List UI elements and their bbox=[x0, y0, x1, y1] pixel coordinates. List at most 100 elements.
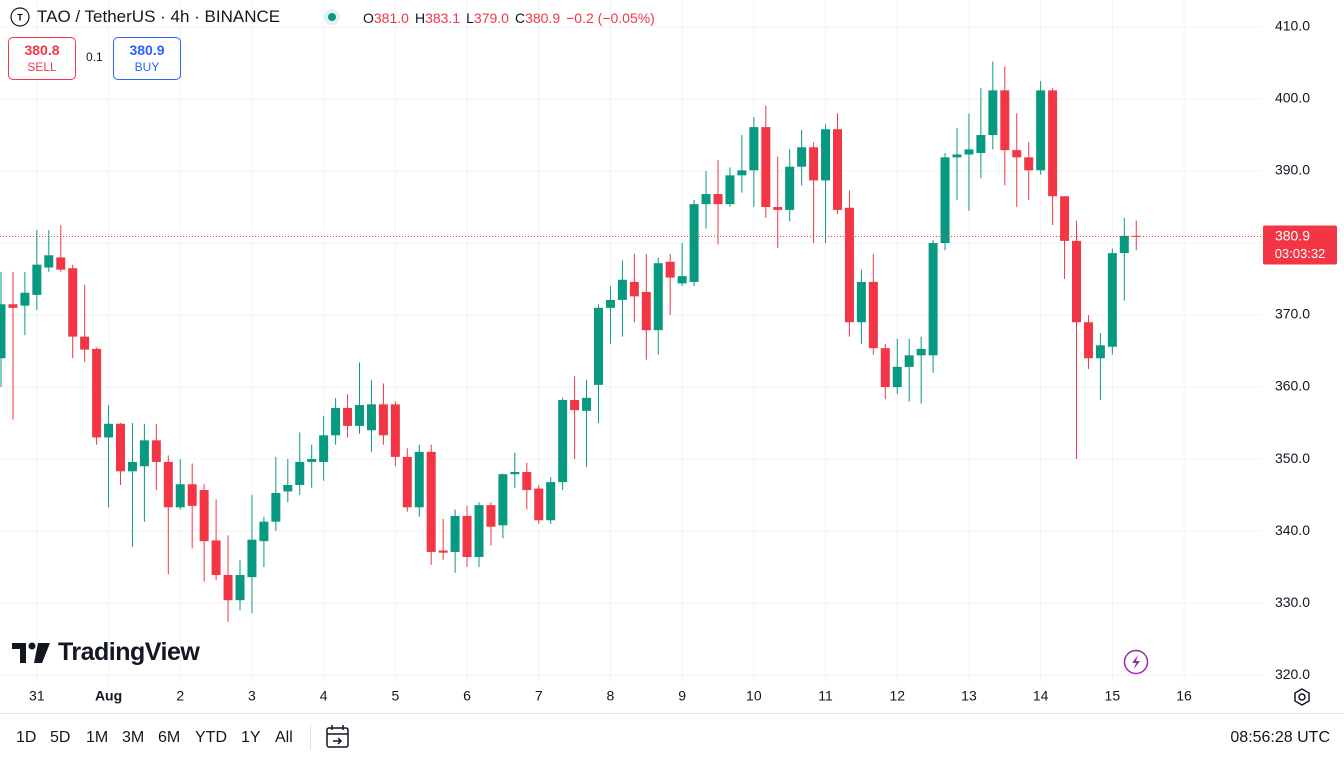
candle-body bbox=[594, 307, 603, 385]
candle-body bbox=[785, 166, 795, 210]
symbol-icon: T bbox=[10, 7, 30, 27]
ohlc-value: 381.0 bbox=[373, 10, 409, 26]
candle-body bbox=[617, 279, 627, 300]
candle-body bbox=[426, 451, 436, 552]
candle-body bbox=[247, 539, 257, 578]
candle-body bbox=[725, 175, 735, 205]
candle-body bbox=[689, 204, 699, 282]
candle-body bbox=[629, 281, 639, 297]
x-tick-label: 4 bbox=[320, 688, 328, 704]
candle-body bbox=[510, 472, 520, 475]
range-button[interactable]: 1Y bbox=[241, 729, 261, 746]
candle-body bbox=[139, 440, 149, 467]
candle-body bbox=[68, 268, 78, 337]
candle-body bbox=[605, 299, 615, 308]
candle-body bbox=[80, 336, 90, 350]
ohlc-key: H bbox=[414, 10, 426, 26]
x-tick-label: 10 bbox=[746, 688, 762, 704]
x-tick-label: 3 bbox=[248, 688, 256, 704]
y-tick-label: 390.0 bbox=[1275, 162, 1310, 178]
candle-body bbox=[773, 207, 783, 210]
candle-body bbox=[20, 292, 30, 306]
candle-body bbox=[259, 521, 269, 542]
last-price-label: 380.9 bbox=[1275, 227, 1310, 243]
candle-body bbox=[211, 540, 221, 575]
candle-body bbox=[1000, 90, 1010, 151]
candle-body bbox=[1095, 345, 1105, 359]
range-button[interactable]: 1M bbox=[86, 729, 109, 746]
candle-body bbox=[390, 404, 400, 457]
candle-body bbox=[522, 472, 532, 491]
clock[interactable]: 08:56:28 UTC bbox=[1230, 729, 1330, 746]
candle-body bbox=[104, 423, 114, 438]
candle-body bbox=[116, 423, 125, 472]
alert-icon[interactable] bbox=[1123, 649, 1149, 675]
range-button[interactable]: 1D bbox=[16, 729, 37, 746]
sell-button[interactable]: 380.8 SELL bbox=[8, 37, 76, 80]
candle-body bbox=[940, 157, 950, 244]
candle-body bbox=[1012, 150, 1022, 158]
x-tick-label: 8 bbox=[607, 688, 615, 704]
candle-body bbox=[366, 404, 376, 431]
y-tick-label: 370.0 bbox=[1275, 306, 1310, 322]
y-tick-label: 410.0 bbox=[1275, 18, 1310, 34]
x-tick-label: 6 bbox=[463, 688, 471, 704]
candle-body bbox=[402, 456, 412, 508]
ohlc-value: 383.1 bbox=[425, 10, 461, 26]
candle-body bbox=[1119, 235, 1129, 254]
candle-body bbox=[474, 505, 484, 557]
y-tick-label: 350.0 bbox=[1275, 450, 1310, 466]
buy-button[interactable]: 380.9 BUY bbox=[113, 37, 181, 80]
candle-body bbox=[701, 194, 711, 205]
candle-body bbox=[486, 505, 496, 527]
candle-body bbox=[928, 243, 938, 356]
settings-icon[interactable] bbox=[1294, 688, 1310, 706]
range-button[interactable]: 3M bbox=[122, 729, 145, 746]
candle-body bbox=[1072, 240, 1081, 323]
svg-text:T: T bbox=[17, 12, 23, 22]
candle-body bbox=[0, 304, 6, 359]
date-range-icon[interactable] bbox=[326, 725, 349, 748]
candle-body bbox=[271, 492, 281, 522]
x-tick-label: 15 bbox=[1105, 688, 1121, 704]
candle-body bbox=[713, 194, 723, 205]
candle-body bbox=[952, 154, 962, 158]
x-tick-label: 5 bbox=[391, 688, 399, 704]
candle-body bbox=[175, 484, 185, 508]
candle-body bbox=[868, 281, 878, 349]
symbol-title[interactable]: TAO / TetherUS · 4h · BINANCE bbox=[37, 7, 281, 26]
candle-body bbox=[833, 129, 842, 210]
candle-body bbox=[1131, 235, 1141, 237]
candle-body bbox=[1083, 322, 1093, 359]
candle-body bbox=[32, 264, 42, 295]
candle-body bbox=[355, 405, 364, 426]
candle-body bbox=[307, 459, 317, 462]
sell-label: SELL bbox=[27, 60, 57, 74]
x-tick-label: Aug bbox=[95, 688, 122, 704]
ohlc-legend: O381.0 H383.1 L379.0 C380.9 −0.2 (−0.05%) bbox=[363, 9, 655, 27]
range-button[interactable]: 6M bbox=[158, 729, 181, 746]
logo: TradingView bbox=[58, 638, 200, 666]
candle-body bbox=[151, 440, 161, 462]
candle-body bbox=[223, 574, 233, 601]
x-tick-label: 14 bbox=[1033, 688, 1049, 704]
candle-body bbox=[343, 407, 353, 426]
x-tick-label: 31 bbox=[29, 688, 45, 704]
candle-body bbox=[964, 149, 974, 155]
candle-body bbox=[235, 574, 245, 601]
range-button[interactable]: YTD bbox=[195, 729, 227, 746]
candle-body bbox=[44, 255, 54, 268]
ohlc-value: 379.0 bbox=[473, 10, 509, 26]
market-status[interactable] bbox=[328, 13, 336, 21]
ohlc-value: 380.9 bbox=[525, 10, 561, 26]
candle-body bbox=[737, 170, 747, 176]
candle-body bbox=[1060, 196, 1070, 241]
range-button[interactable]: All bbox=[275, 729, 293, 746]
candle-body bbox=[462, 515, 472, 557]
y-tick-label: 330.0 bbox=[1275, 594, 1310, 610]
range-button[interactable]: 5D bbox=[50, 729, 71, 746]
candle-body bbox=[546, 482, 556, 521]
quantity: 0.1 bbox=[86, 50, 103, 64]
candle-body bbox=[283, 484, 293, 492]
